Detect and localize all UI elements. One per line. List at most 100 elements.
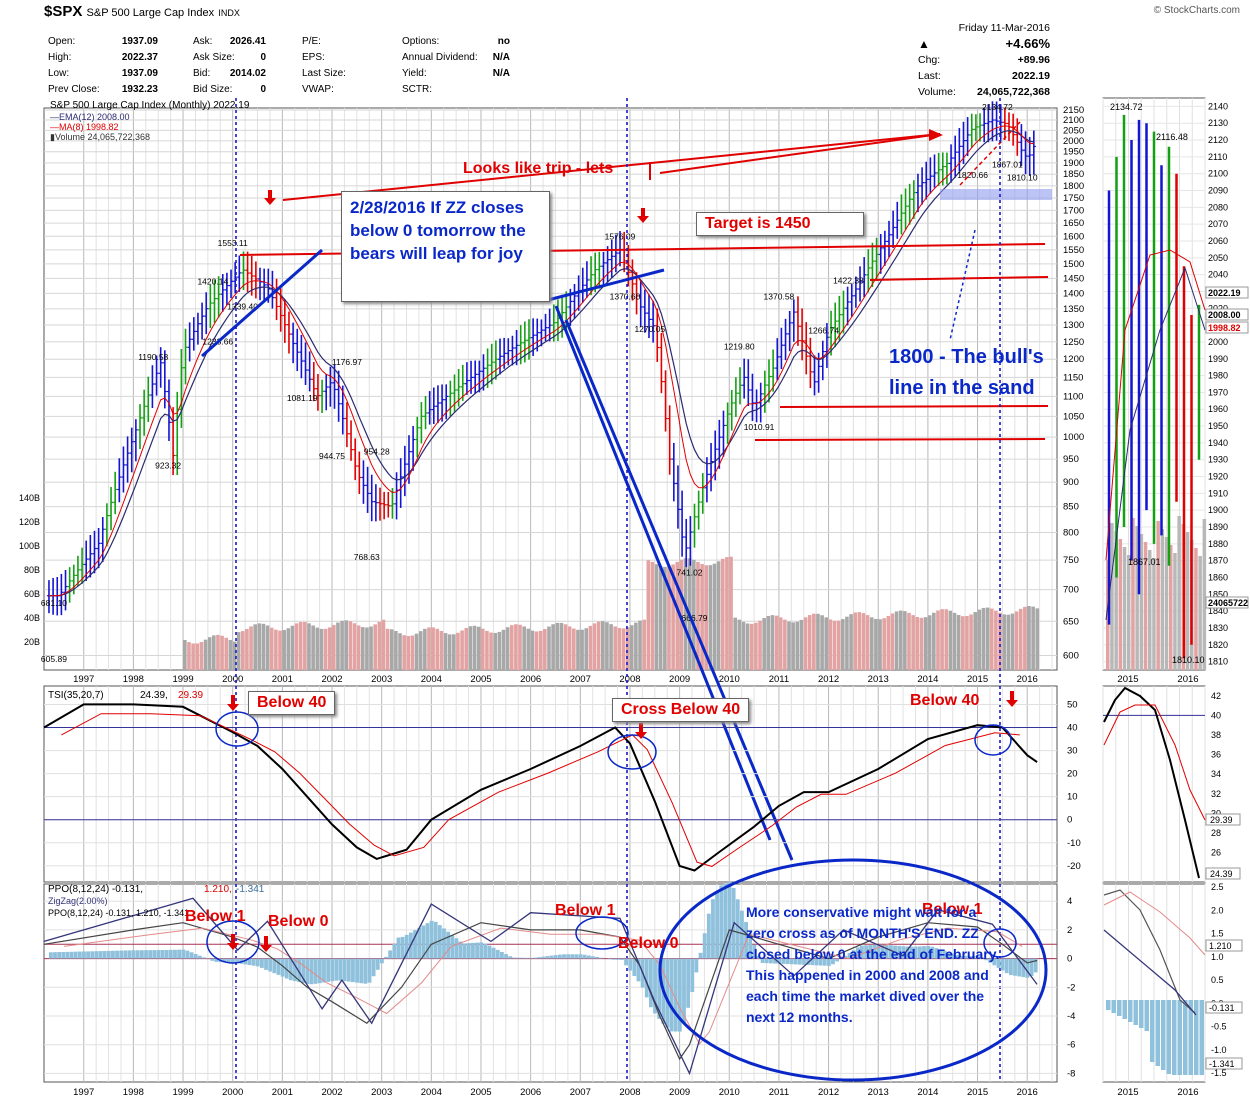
x-tick-label: 2005: [470, 674, 491, 685]
ppo-histogram-bar: [917, 946, 922, 959]
inset-x-tick: 2016: [1177, 1087, 1198, 1098]
price-tick-label: 1300: [1063, 320, 1084, 331]
volume-bar: [187, 642, 191, 670]
volume-tick-label: 40B: [24, 613, 40, 623]
inset-tsi-badge: [1205, 813, 1241, 826]
price-tick-label: 1700: [1063, 205, 1084, 216]
volume-bar: [526, 628, 531, 670]
ppo-histogram-bar: [922, 946, 926, 959]
volume-bar: [758, 620, 762, 670]
price-point-label: 1370.60: [610, 292, 641, 302]
volume-bar: [195, 643, 200, 670]
ppo-legend-hist: -1.341: [236, 884, 265, 895]
volume-bar: [605, 622, 609, 670]
volume-bar: [849, 614, 853, 670]
inset-volume-bar: [1118, 539, 1123, 670]
highlight-circle: [607, 734, 657, 770]
ppo-histogram-bar: [752, 944, 757, 959]
x-tick-label: 2006: [520, 1087, 541, 1098]
ppo-histogram-bar: [1000, 958, 1005, 971]
ppo-tick-label: -8: [1067, 1068, 1075, 1079]
price-tick-label: 1650: [1063, 218, 1084, 229]
volume-bar: [365, 627, 369, 670]
inset-price-label: 1867.01: [1128, 557, 1161, 567]
volume-bar: [907, 612, 911, 670]
tsi-panel: [43, 685, 1058, 883]
quote-value: 2022.37: [121, 52, 158, 63]
ppo-histogram-bar: [702, 933, 707, 959]
inset-volume-bar: [1160, 529, 1165, 670]
ppo-histogram-bar: [777, 958, 782, 964]
ppo-histogram-bar: [338, 958, 343, 981]
ppo-histogram-bar: [562, 954, 566, 959]
x-tick-label: 2000: [222, 1087, 243, 1098]
annotation-cross-below-40: Cross Below 40: [612, 698, 750, 722]
inset-price-tick: 1870: [1208, 556, 1228, 566]
ppo-histogram-bar: [313, 958, 318, 984]
inset-tsi-tick: 26: [1211, 848, 1221, 858]
inset-tsi-tick: 28: [1211, 828, 1221, 838]
ppo-histogram-bar: [930, 946, 935, 959]
volume-tick-label: 100B: [19, 541, 40, 551]
ppo-histogram-bar: [764, 958, 769, 964]
ppo-histogram-bar: [173, 949, 177, 959]
tsi-tick-label: 30: [1067, 746, 1078, 757]
x-tick-label: 2011: [769, 1087, 789, 1098]
quote-row: Bid: 2014.02: [193, 66, 266, 82]
inset-ppo-hist: [1122, 1000, 1127, 1019]
price-tick-label: 1950: [1063, 147, 1084, 158]
price-tick-label: 1250: [1063, 337, 1084, 348]
ppo-histogram-bar: [288, 958, 293, 981]
ppo-histogram-bar: [1017, 958, 1022, 977]
ppo-histogram-bar: [450, 934, 455, 959]
volume-bar: [663, 566, 667, 670]
ppo-histogram-bar: [909, 946, 914, 959]
inset-volume-bar: [1114, 531, 1118, 670]
price-point-label: 1420.14: [197, 276, 228, 286]
volume-bar: [427, 627, 431, 670]
inset-price-tick: 1810: [1208, 657, 1228, 667]
ppo-histogram-bar: [880, 944, 885, 959]
blue-pointer-2: [564, 319, 794, 861]
volume-bar: [807, 615, 812, 670]
volume-bar: [874, 618, 878, 670]
inset-ppo-hist: [1172, 1000, 1177, 1075]
volume-bar: [642, 619, 646, 670]
volume-bar: [505, 627, 510, 670]
inset-price-tick: 1950: [1208, 421, 1228, 431]
ppo-histogram-bar: [251, 958, 256, 966]
inset-price-tick: 2000: [1208, 337, 1228, 347]
ppo-histogram-bar: [69, 951, 74, 959]
quote-value: 0: [260, 84, 266, 95]
inset-ppo-hist: [1106, 1000, 1111, 1010]
volume-bar: [944, 609, 949, 670]
volume-bar: [985, 607, 990, 670]
inset-price-tick: 1880: [1208, 539, 1228, 549]
ppo-histogram-bar: [855, 947, 860, 959]
ppo-histogram-bar: [508, 956, 513, 959]
volume-bar: [534, 631, 539, 670]
volume-bar: [588, 625, 593, 670]
exchange: INDX: [218, 8, 240, 18]
down-arrow-icon: [637, 216, 649, 223]
ppo-histogram-bar: [926, 945, 931, 959]
ema-line: [49, 130, 1034, 597]
volume-bar: [199, 642, 204, 670]
ppo-histogram-bar: [77, 951, 82, 959]
volume-bar: [464, 627, 469, 670]
volume-bar: [869, 617, 874, 670]
inset-volume-bar: [1110, 523, 1114, 670]
volume-bar: [282, 630, 286, 670]
volume-bar: [712, 563, 717, 670]
volume-bar: [423, 628, 427, 670]
quote-label: Bid Size:: [193, 84, 233, 95]
ppo-histogram-bar: [334, 958, 339, 981]
volume-value: 24,065,722,368: [977, 86, 1050, 98]
volume-bar: [973, 612, 978, 670]
ppo-histogram-bar: [197, 955, 202, 959]
inset-ppo-hist: [1155, 1000, 1160, 1066]
volume-bar: [220, 635, 224, 670]
ppo-histogram-bar: [106, 950, 111, 959]
quote-row: EPS:: [302, 50, 372, 66]
volume-bar: [675, 561, 680, 670]
